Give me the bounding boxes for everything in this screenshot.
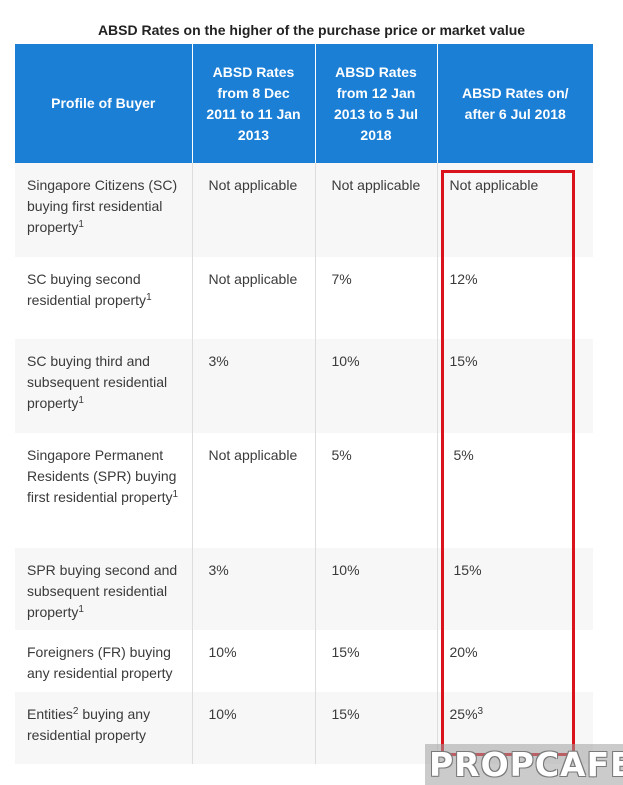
rate-2013-cell: 5% xyxy=(315,433,438,548)
rate-2018-cell: 12% xyxy=(437,257,593,339)
rate-2018-text: 25% xyxy=(449,706,478,722)
table-row: SPR buying second and subsequent residen… xyxy=(15,548,593,630)
profile-cell: SPR buying second and subsequent residen… xyxy=(15,548,193,630)
table-caption: ABSD Rates on the higher of the purchase… xyxy=(97,22,526,38)
rate-2018-cell: 15% xyxy=(437,339,593,433)
footnote-marker: 3 xyxy=(477,706,484,717)
profile-text: Foreigners (FR) buying any residential p… xyxy=(27,644,173,681)
profile-cell: SC buying third and subsequent residenti… xyxy=(15,339,193,433)
watermark-text: PROPCAFE xyxy=(429,745,623,784)
rate-2013-cell: 15% xyxy=(315,630,438,692)
profile-cell: Singapore Permanent Residents (SPR) buyi… xyxy=(15,433,193,548)
profile-cell: Foreigners (FR) buying any residential p… xyxy=(15,630,193,692)
rate-2011-cell: 3% xyxy=(192,339,316,433)
rate-2011-cell: Not applicable xyxy=(192,433,316,548)
header-rates-2011-2013: ABSD Rates from 8 Dec 2011 to 11 Jan 201… xyxy=(192,44,316,163)
table-row: Singapore Permanent Residents (SPR) buyi… xyxy=(15,433,593,548)
rate-2011-cell: 3% xyxy=(192,548,316,630)
rate-2011-cell: Not applicable xyxy=(192,257,316,339)
profile-text-rest: buying any residential property xyxy=(27,706,151,743)
rate-2018-text: 15% xyxy=(453,562,482,578)
profile-text: SC buying second residential property xyxy=(27,271,147,308)
profile-cell: Singapore Citizens (SC) buying first res… xyxy=(15,163,193,257)
footnote-marker: 1 xyxy=(172,489,179,500)
rate-2011-cell: 10% xyxy=(192,692,316,764)
profile-cell: SC buying second residential property1 xyxy=(15,257,193,339)
rate-2018-cell: 5% xyxy=(437,433,593,548)
rate-2013-cell: 7% xyxy=(315,257,438,339)
rate-2018-text: Not applicable xyxy=(449,177,539,193)
footnote-marker: 2 xyxy=(72,706,79,717)
header-rates-2013-2018: ABSD Rates from 12 Jan 2013 to 5 Jul 201… xyxy=(315,44,438,163)
header-rates-after-2018: ABSD Rates on/ after 6 Jul 2018 xyxy=(437,44,593,163)
rate-2018-text: 5% xyxy=(453,447,474,463)
profile-text-entities: Entities xyxy=(27,706,73,722)
profile-text: SPR buying second and subsequent residen… xyxy=(27,562,178,620)
absd-rates-table: Profile of Buyer ABSD Rates from 8 Dec 2… xyxy=(15,44,593,764)
profile-cell: Entities2 buying any residential propert… xyxy=(15,692,193,764)
header-profile-of-buyer: Profile of Buyer xyxy=(15,44,193,163)
rate-2013-cell: 10% xyxy=(315,339,438,433)
watermark-logo: PROPCAFE xyxy=(425,744,623,785)
rate-2018-text: 15% xyxy=(449,353,478,369)
table-row: SC buying second residential property1 N… xyxy=(15,257,593,339)
profile-text: Singapore Citizens (SC) buying first res… xyxy=(27,177,178,235)
rate-2013-cell: 10% xyxy=(315,548,438,630)
footnote-marker: 1 xyxy=(146,292,152,303)
rate-2018-text: 12% xyxy=(449,271,478,287)
rate-2011-cell: Not applicable xyxy=(192,163,316,257)
rate-2018-cell: Not applicable xyxy=(437,163,593,257)
table-row: SC buying third and subsequent residenti… xyxy=(15,339,593,433)
rate-2018-text: 20% xyxy=(449,644,478,660)
rate-2018-cell: 20% xyxy=(437,630,593,692)
footnote-marker: 1 xyxy=(78,395,84,406)
rate-2011-cell: 10% xyxy=(192,630,316,692)
rate-2013-cell: 15% xyxy=(315,692,438,764)
rate-2013-cell: Not applicable xyxy=(315,163,438,257)
table-row: Singapore Citizens (SC) buying first res… xyxy=(15,163,593,257)
table-row: Foreigners (FR) buying any residential p… xyxy=(15,630,593,692)
footnote-marker: 1 xyxy=(78,219,84,230)
table-header-row: Profile of Buyer ABSD Rates from 8 Dec 2… xyxy=(15,44,593,163)
profile-text: Singapore Permanent Residents (SPR) buyi… xyxy=(27,447,177,505)
profile-text: SC buying third and subsequent residenti… xyxy=(27,353,168,411)
rate-2018-cell: 15% xyxy=(437,548,593,630)
footnote-marker: 1 xyxy=(78,604,84,615)
